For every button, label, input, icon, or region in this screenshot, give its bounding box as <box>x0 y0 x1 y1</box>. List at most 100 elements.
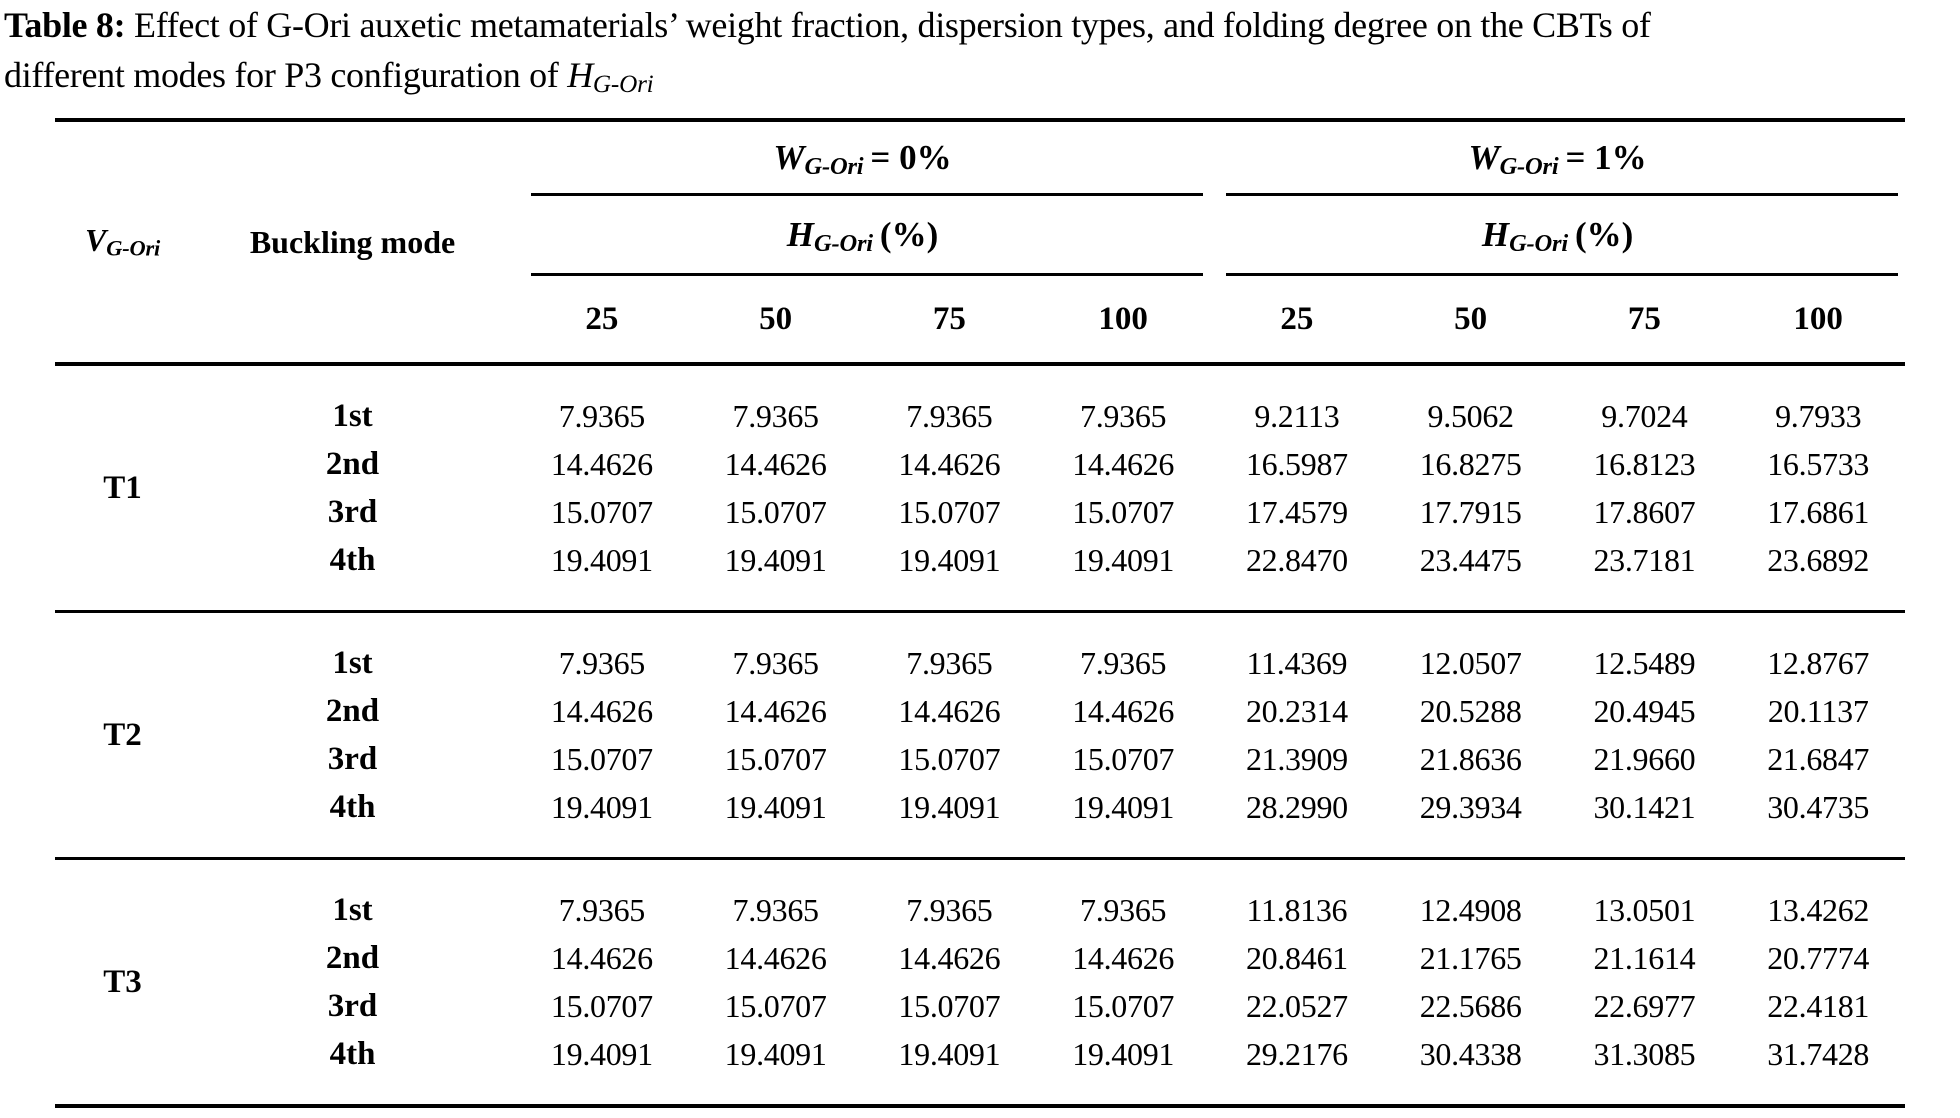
cbt-value: 20.8461 <box>1245 939 1348 976</box>
cbt-value: 9.5062 <box>1427 397 1515 434</box>
table-row: 2nd 14.4626 14.4626 14.4626 14.4626 20.2314 20… <box>55 687 1905 735</box>
table-row: T2 1st 7.9365 7.9365 7.9365 7.9365 11.4369 12.0… <box>55 611 1905 860</box>
cbt-value: 11.8136 <box>1246 891 1348 928</box>
cbt-value: 19.4091 <box>688 536 863 613</box>
buckling-mode-label: 3rd <box>327 740 378 777</box>
buckling-mode-label: 2nd <box>325 692 380 729</box>
cbt-value: 30.4735 <box>1731 783 1906 860</box>
cbt-value: 15.0707 <box>1072 740 1175 777</box>
cbt-value: 7.9365 <box>558 397 646 434</box>
table-row: T1 1st 7.9365 7.9365 7.9365 7.9365 9.2113 9.506… <box>55 364 1905 613</box>
table-row: 4th 19.4091 19.4091 19.4091 19.4091 29.2176 30… <box>55 1030 1906 1108</box>
h-col-header: 25 <box>1210 276 1384 366</box>
h-col-header: 50 <box>688 276 863 366</box>
cbt-value: 14.4626 <box>1072 939 1175 976</box>
cbt-value: 12.5489 <box>1593 644 1696 681</box>
h-col-header: 25 <box>515 276 689 366</box>
cbt-value: 12.4908 <box>1419 891 1522 928</box>
header-row-groups: VG-Ori Buckling mode WG-Ori = 0% WG-Ori = … <box>55 120 1905 366</box>
table-row: 2nd 14.4626 14.4626 14.4626 14.4626 16.5987 16… <box>55 440 1905 488</box>
buckling-mode-header: Buckling mode <box>190 120 515 366</box>
header-row-subgroups: HG-Ori (%) HG-Ori (%) <box>55 196 1905 276</box>
cbt-value: 14.4626 <box>550 939 653 976</box>
h-col-header: 100 <box>1731 276 1906 366</box>
caption-text-line2: different modes for P3 configuration of <box>4 55 559 95</box>
cbt-value: 30.1421 <box>1557 783 1732 860</box>
cbt-value: 31.3085 <box>1557 1030 1732 1108</box>
buckling-mode-label: 1st <box>332 397 373 434</box>
cbt-value: 15.0707 <box>898 987 1001 1024</box>
cbt-value: 7.9365 <box>1080 397 1167 434</box>
buckling-mode-label: 2nd <box>325 939 380 976</box>
cbt-value: 19.4091 <box>862 1030 1037 1108</box>
table-row: 4th 19.4091 19.4091 19.4091 19.4091 22.8470 23… <box>55 536 1906 613</box>
cbt-value: 22.6977 <box>1593 987 1696 1024</box>
cbt-value: 15.0707 <box>1072 493 1175 530</box>
cbt-value: 19.4091 <box>515 1030 689 1108</box>
table-row: 3rd 15.0707 15.0707 15.0707 15.0707 22.0527 22… <box>55 982 1905 1030</box>
cbt-value: 17.8607 <box>1593 493 1696 530</box>
h-col-header: 50 <box>1383 276 1558 366</box>
table-row: 3rd 15.0707 15.0707 15.0707 15.0707 17.4579 17… <box>55 488 1905 536</box>
cbt-value: 19.4091 <box>515 783 689 860</box>
cbt-value: 14.4626 <box>550 692 653 729</box>
cbt-value: 15.0707 <box>724 740 827 777</box>
cbt-value: 9.7024 <box>1601 397 1688 434</box>
buckling-mode-label: 2nd <box>325 445 380 482</box>
group-header-w1: WG-Ori = 1% <box>1210 120 1905 196</box>
v-gori-header: VG-Ori <box>55 120 190 366</box>
cbt-value: 13.0501 <box>1593 891 1696 928</box>
cbt-value: 23.4475 <box>1383 536 1558 613</box>
cbt-value: 13.4262 <box>1767 891 1870 928</box>
cbt-value: 19.4091 <box>688 1030 863 1108</box>
cbt-value: 7.9365 <box>732 644 820 681</box>
cbt-value: 14.4626 <box>724 939 827 976</box>
cbt-value: 21.1614 <box>1593 939 1696 976</box>
buckling-mode-label: 4th <box>190 1030 515 1108</box>
cbt-value: 20.7774 <box>1767 939 1870 976</box>
table-header: VG-Ori Buckling mode WG-Ori = 0% WG-Ori = … <box>55 120 1906 366</box>
v-gori-type-label: T3 <box>55 858 190 1108</box>
cbt-value: 7.9365 <box>906 891 993 928</box>
cbt-value: 20.5288 <box>1419 692 1522 729</box>
cbt-value: 20.1137 <box>1767 692 1869 729</box>
cbt-value: 12.0507 <box>1419 644 1522 681</box>
cbt-value: 17.7915 <box>1419 493 1522 530</box>
cbt-value: 16.5733 <box>1767 445 1870 482</box>
cbt-value: 16.8123 <box>1593 445 1696 482</box>
cbt-value: 19.4091 <box>862 536 1037 613</box>
buckling-mode-label: 3rd <box>327 493 378 530</box>
caption-text-line1: Effect of G-Ori auxetic metamaterials’ w… <box>134 5 1651 45</box>
caption-line-2: different modes for P3 configuration of … <box>4 50 1956 110</box>
buckling-mode-label: 1st <box>332 644 373 681</box>
cbt-value: 20.4945 <box>1593 692 1696 729</box>
header-row-percentages: 25 50 75 100 25 50 75 100 <box>55 276 1906 366</box>
cbt-table: VG-Ori Buckling mode WG-Ori = 0% WG-Ori = … <box>55 118 1906 1108</box>
cbt-value: 7.9365 <box>732 891 820 928</box>
cbt-value: 22.5686 <box>1419 987 1522 1024</box>
cbt-value: 16.8275 <box>1419 445 1522 482</box>
cbt-value: 14.4626 <box>898 692 1001 729</box>
cbt-value: 19.4091 <box>515 536 689 613</box>
buckling-mode-label: 4th <box>190 536 515 613</box>
cbt-value: 11.4369 <box>1246 644 1348 681</box>
caption-label: Table 8: <box>4 5 126 45</box>
cbt-value: 15.0707 <box>724 987 827 1024</box>
table-row: 3rd 15.0707 15.0707 15.0707 15.0707 21.3909 21… <box>55 735 1905 783</box>
cbt-value: 14.4626 <box>724 445 827 482</box>
cbt-value: 14.4626 <box>898 445 1001 482</box>
v-gori-type-label: T1 <box>55 364 190 613</box>
cbt-value: 31.7428 <box>1731 1030 1906 1108</box>
cbt-value: 29.2176 <box>1210 1030 1384 1108</box>
cbt-value: 29.3934 <box>1383 783 1558 860</box>
table-body: T1 1st 7.9365 7.9365 7.9365 7.9365 9.2113 9.506… <box>55 364 1906 1108</box>
cbt-value: 15.0707 <box>1072 987 1175 1024</box>
cbt-value: 21.9660 <box>1593 740 1696 777</box>
cbt-value: 23.7181 <box>1557 536 1732 613</box>
cbt-value: 16.5987 <box>1245 445 1348 482</box>
buckling-mode-label: 1st <box>332 891 373 928</box>
cbt-value: 7.9365 <box>1080 644 1167 681</box>
cbt-value: 14.4626 <box>1072 692 1175 729</box>
buckling-mode-label: 4th <box>190 783 515 860</box>
